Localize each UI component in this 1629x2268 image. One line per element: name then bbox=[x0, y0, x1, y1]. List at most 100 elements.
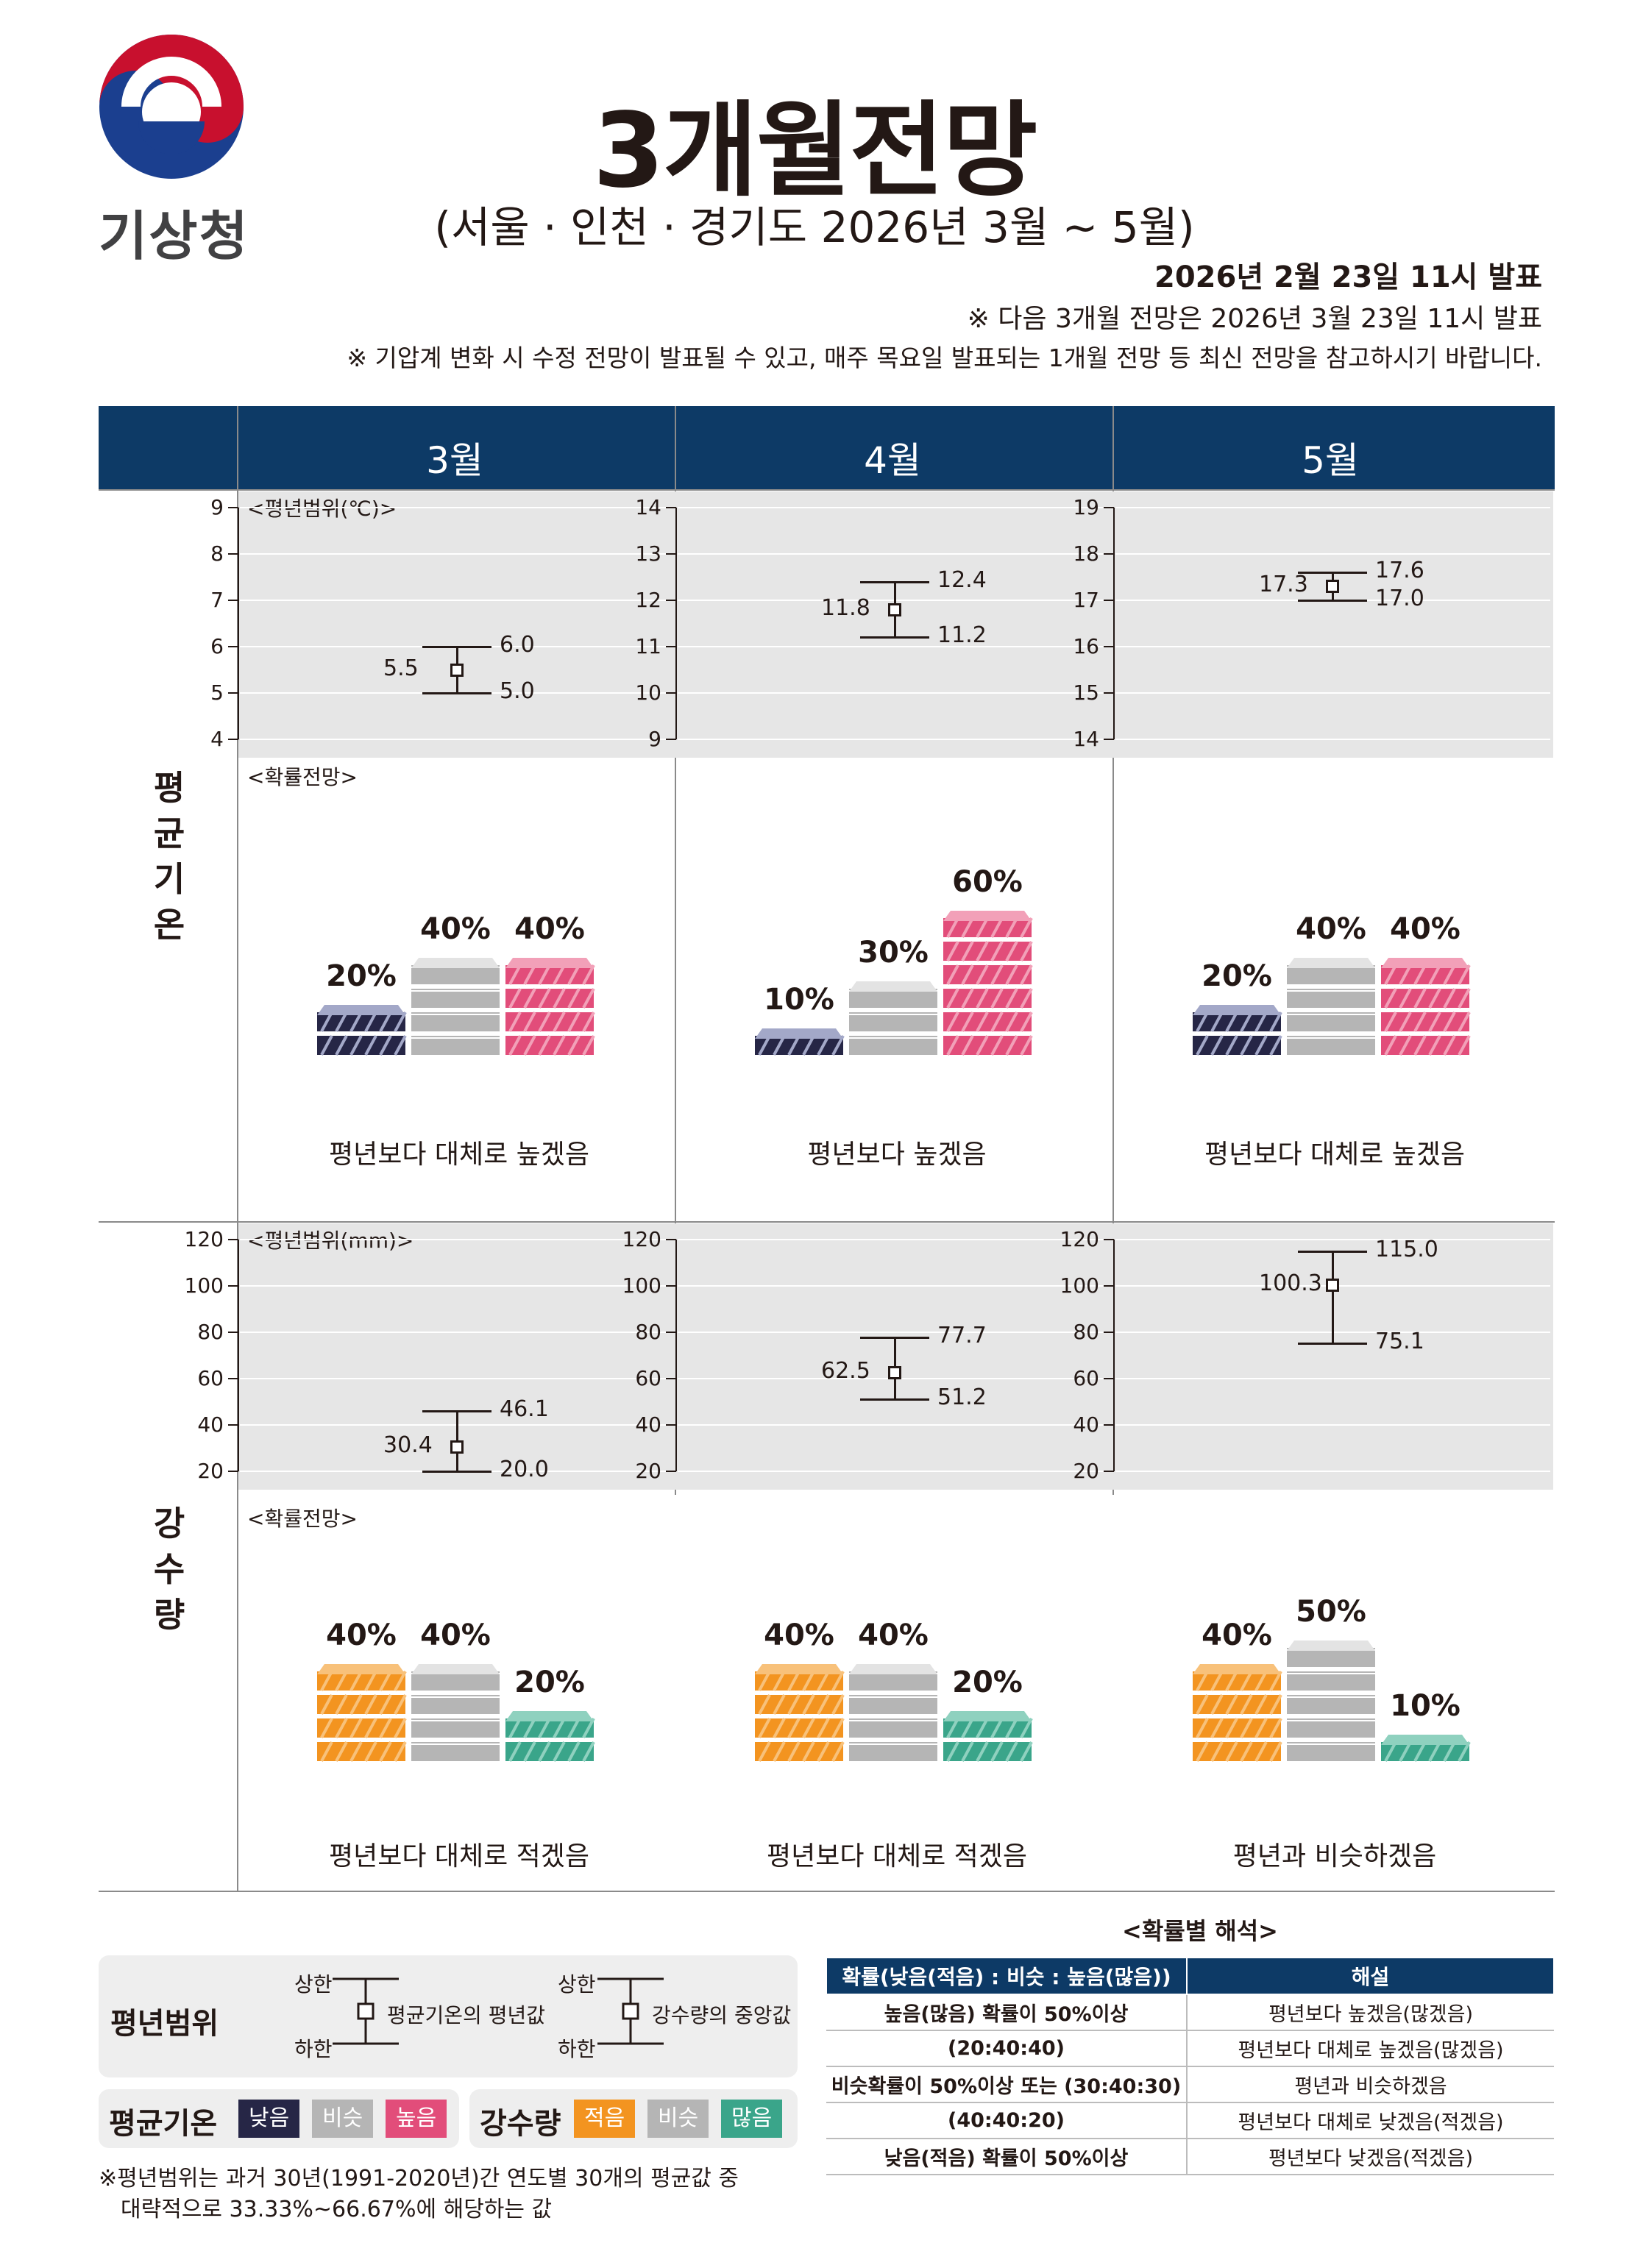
chip-rain-high: 많음 bbox=[721, 2100, 783, 2138]
kma-logo: 기상청 bbox=[94, 29, 256, 267]
precipitation-prob-stack-similar bbox=[1287, 1640, 1375, 1761]
precipitation-prob-label-low: 40% bbox=[1202, 1618, 1272, 1652]
legend-rain-median: 강수량의 중앙값 bbox=[652, 2003, 792, 2027]
temperature-prob-stack-similar bbox=[411, 958, 500, 1055]
temp-legend-title: 평균기온 bbox=[109, 2107, 218, 2141]
precipitation-tick-label: 80 bbox=[1073, 1320, 1099, 1344]
chip-rain-similar: 비슷 bbox=[647, 2100, 709, 2138]
temperature-tick-label: 14 bbox=[635, 495, 661, 519]
precipitation-lower-label: 51.2 bbox=[937, 1384, 987, 1410]
temperature-tick-label: 7 bbox=[210, 588, 224, 612]
temperature-y-axis bbox=[1113, 508, 1115, 739]
precipitation-gridline bbox=[240, 1285, 675, 1287]
precipitation-mean-marker bbox=[888, 1366, 901, 1380]
grid-vline-mid1 bbox=[675, 406, 676, 1495]
rain-color-legend: 강수량 적음 비슷 많음 bbox=[469, 2089, 798, 2148]
temperature-tick-mark bbox=[1104, 553, 1114, 555]
precipitation-tick-label: 40 bbox=[197, 1412, 224, 1437]
precipitation-tick-mark bbox=[666, 1332, 676, 1333]
precipitation-prob-label-similar: 50% bbox=[1296, 1595, 1366, 1629]
precipitation-gridline bbox=[678, 1239, 1112, 1240]
table-row: 낮음(적음) 확률이 50%이상 평년보다 낮겠음(적겠음) bbox=[826, 2139, 1554, 2175]
notice: ※ 기압계 변화 시 수정 전망이 발표될 수 있고, 매주 목요일 발표되는 … bbox=[347, 344, 1542, 372]
footnote-line1: ※평년범위는 과거 30년(1991-2020년)간 연도별 30개의 평균값 … bbox=[99, 2166, 739, 2191]
precipitation-tick-label: 120 bbox=[622, 1227, 661, 1251]
temperature-mean-marker bbox=[450, 663, 464, 677]
temperature-gridline bbox=[678, 692, 1112, 694]
temperature-tick-label: 14 bbox=[1073, 727, 1099, 751]
precipitation-upper-label: 46.1 bbox=[500, 1396, 549, 1422]
precipitation-lower-label: 75.1 bbox=[1375, 1329, 1424, 1355]
precipitation-range-line bbox=[1332, 1251, 1334, 1344]
temperature-tick-mark bbox=[1104, 692, 1114, 694]
precipitation-tick-label: 20 bbox=[1073, 1459, 1099, 1483]
precipitation-gridline bbox=[678, 1285, 1112, 1287]
precipitation-prob-stack-high bbox=[1381, 1735, 1471, 1762]
month-header-bar bbox=[99, 406, 1555, 491]
table-row: 비슷확률이 50%이상 또는 (30:40:30) 평년과 비슷하겠음 bbox=[826, 2066, 1554, 2103]
precipitation-tick-mark bbox=[1104, 1239, 1114, 1240]
temperature-tick-mark bbox=[228, 739, 238, 740]
precipitation-lower-cap bbox=[860, 1398, 929, 1401]
precipitation-prob-stack-high bbox=[943, 1711, 1033, 1762]
temperature-mean-marker bbox=[888, 602, 901, 616]
precipitation-tick-label: 20 bbox=[635, 1459, 661, 1483]
precipitation-lower-cap bbox=[1298, 1343, 1367, 1345]
temperature-lower-cap bbox=[422, 692, 491, 694]
grid-hline-bottom bbox=[99, 1891, 1555, 1892]
temperature-tick-mark bbox=[1104, 646, 1114, 647]
precipitation-upper-label: 77.7 bbox=[937, 1323, 987, 1349]
temperature-prob-stack-low bbox=[1193, 1005, 1282, 1056]
legend-temp-mean: 평균기온의 평년값 bbox=[387, 2003, 545, 2027]
temperature-prob-label-low: 20% bbox=[1202, 959, 1272, 993]
temperature-gridline bbox=[678, 507, 1112, 508]
precipitation-tick-mark bbox=[666, 1424, 676, 1426]
precipitation-gridline bbox=[1115, 1471, 1550, 1472]
desc-cell: 평년보다 높겠음(많겠음) bbox=[1187, 1994, 1554, 2031]
temperature-tick-label: 11 bbox=[635, 634, 661, 658]
grid-vline-mid2 bbox=[1112, 406, 1114, 1495]
temperature-prob-caption: <확률전망> bbox=[247, 765, 358, 789]
errorbar-legend-icon bbox=[597, 1977, 664, 2045]
month-label-apr: 4월 bbox=[864, 439, 921, 482]
temperature-prob-label-similar: 30% bbox=[858, 936, 929, 970]
temperature-lower-label: 17.0 bbox=[1375, 586, 1424, 611]
precipitation-tick-mark bbox=[228, 1239, 238, 1240]
temperature-tick-label: 10 bbox=[635, 680, 661, 705]
temperature-prob-stack-similar bbox=[849, 981, 937, 1055]
precipitation-prob-label-similar: 40% bbox=[858, 1618, 929, 1652]
temperature-tick-label: 12 bbox=[635, 588, 661, 612]
temperature-prob-label-high: 60% bbox=[952, 865, 1023, 899]
precipitation-tick-mark bbox=[1104, 1285, 1114, 1287]
temperature-gridline bbox=[678, 739, 1112, 740]
chip-temp-high: 높음 bbox=[386, 2100, 447, 2138]
temperature-tick-label: 6 bbox=[210, 634, 224, 658]
precipitation-tick-label: 40 bbox=[1073, 1412, 1099, 1437]
prob-cell: 낮음(적음) 확률이 50%이상 bbox=[826, 2139, 1188, 2175]
chip-temp-low: 낮음 bbox=[238, 2100, 300, 2138]
precipitation-prob-label-similar: 40% bbox=[420, 1618, 491, 1652]
interpretation-table: 확률(낮음(적음) : 비슷 : 높음(많음)) 해설 높음(많음) 확률이 5… bbox=[826, 1957, 1555, 2175]
temperature-tick-label: 9 bbox=[210, 495, 224, 519]
temperature-lower-cap bbox=[1298, 600, 1367, 602]
taegeuk-logo-icon bbox=[99, 35, 244, 179]
legend-lower-rain: 하한 bbox=[558, 2037, 596, 2061]
temperature-prob-stack-low bbox=[755, 1028, 845, 1056]
precipitation-prob-caption: <확률전망> bbox=[247, 1507, 358, 1531]
precipitation-mean-marker bbox=[450, 1440, 464, 1454]
grid-vline-left bbox=[237, 406, 238, 1892]
prob-cell: (20:40:40) bbox=[826, 2030, 1188, 2067]
temperature-prob-label-high: 40% bbox=[514, 912, 585, 946]
page-title: 3개월전망 bbox=[592, 91, 1038, 211]
precipitation-tick-mark bbox=[228, 1424, 238, 1426]
temperature-tick-mark bbox=[666, 600, 676, 601]
precipitation-tick-mark bbox=[1104, 1332, 1114, 1333]
table-row: 높음(많음) 확률이 50%이상 평년보다 높겠음(많겠음) bbox=[826, 1994, 1554, 2031]
temperature-tick-mark bbox=[228, 507, 238, 508]
temperature-tick-mark bbox=[228, 692, 238, 694]
precipitation-range-caption: <평년범위(mm)> bbox=[247, 1229, 414, 1253]
temperature-mean-label: 5.5 bbox=[383, 655, 419, 681]
prob-cell: 높음(많음) 확률이 50%이상 bbox=[826, 1994, 1188, 2031]
table-row: (40:40:20) 평년보다 대체로 낮겠음(적겠음) bbox=[826, 2102, 1554, 2139]
